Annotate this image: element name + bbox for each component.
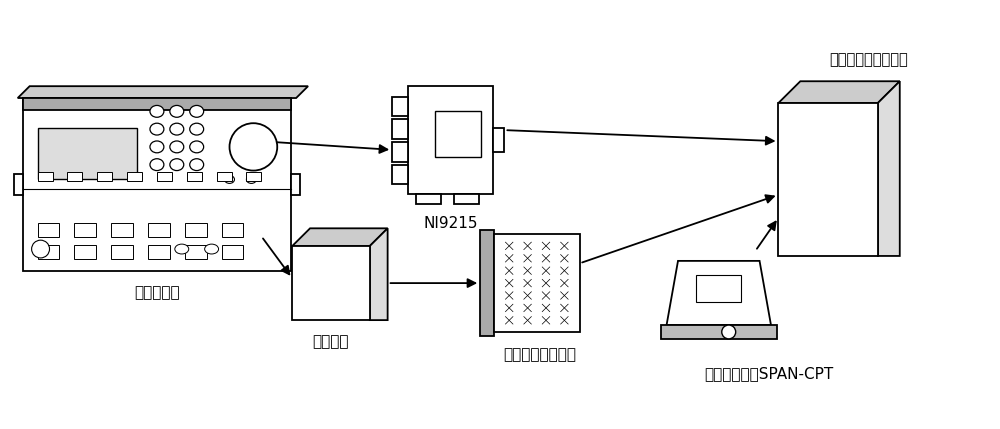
Polygon shape xyxy=(370,228,388,320)
FancyBboxPatch shape xyxy=(480,230,494,336)
FancyBboxPatch shape xyxy=(454,194,479,204)
FancyBboxPatch shape xyxy=(217,172,232,181)
FancyBboxPatch shape xyxy=(185,224,207,237)
FancyBboxPatch shape xyxy=(246,172,261,181)
FancyBboxPatch shape xyxy=(291,174,300,195)
Ellipse shape xyxy=(190,106,204,117)
Ellipse shape xyxy=(150,123,164,135)
FancyBboxPatch shape xyxy=(157,172,172,181)
FancyBboxPatch shape xyxy=(127,172,142,181)
FancyBboxPatch shape xyxy=(38,224,59,237)
FancyBboxPatch shape xyxy=(111,245,133,259)
Ellipse shape xyxy=(175,244,189,254)
FancyBboxPatch shape xyxy=(148,224,170,237)
Polygon shape xyxy=(878,81,900,256)
Ellipse shape xyxy=(170,159,184,171)
FancyBboxPatch shape xyxy=(14,174,23,195)
Ellipse shape xyxy=(190,123,204,135)
Polygon shape xyxy=(778,81,900,103)
FancyBboxPatch shape xyxy=(111,224,133,237)
FancyBboxPatch shape xyxy=(416,194,441,204)
Ellipse shape xyxy=(205,244,219,254)
Ellipse shape xyxy=(190,141,204,153)
FancyBboxPatch shape xyxy=(493,128,504,152)
Ellipse shape xyxy=(170,141,184,153)
FancyBboxPatch shape xyxy=(97,172,112,181)
Polygon shape xyxy=(292,228,388,246)
Ellipse shape xyxy=(170,123,184,135)
FancyBboxPatch shape xyxy=(222,224,243,237)
FancyBboxPatch shape xyxy=(38,245,59,259)
FancyBboxPatch shape xyxy=(778,103,878,256)
Ellipse shape xyxy=(225,175,234,184)
Polygon shape xyxy=(667,261,771,325)
FancyBboxPatch shape xyxy=(696,275,741,302)
FancyBboxPatch shape xyxy=(494,234,580,332)
FancyBboxPatch shape xyxy=(392,97,408,116)
Circle shape xyxy=(230,123,277,171)
FancyBboxPatch shape xyxy=(392,119,408,139)
FancyBboxPatch shape xyxy=(222,245,243,259)
FancyBboxPatch shape xyxy=(408,86,493,194)
FancyBboxPatch shape xyxy=(392,142,408,162)
Polygon shape xyxy=(18,86,308,98)
FancyBboxPatch shape xyxy=(74,224,96,237)
FancyBboxPatch shape xyxy=(187,172,202,181)
FancyBboxPatch shape xyxy=(67,172,82,181)
FancyBboxPatch shape xyxy=(661,325,777,339)
Ellipse shape xyxy=(170,106,184,117)
FancyBboxPatch shape xyxy=(185,245,207,259)
Ellipse shape xyxy=(246,175,256,184)
FancyBboxPatch shape xyxy=(435,111,481,157)
Ellipse shape xyxy=(150,141,164,153)
FancyBboxPatch shape xyxy=(23,98,291,271)
Text: NI9215: NI9215 xyxy=(423,216,478,231)
Ellipse shape xyxy=(150,106,164,117)
Text: 信号发生器: 信号发生器 xyxy=(134,285,180,300)
Text: 惯性导航系统SPAN-CPT: 惯性导航系统SPAN-CPT xyxy=(704,366,833,381)
FancyBboxPatch shape xyxy=(148,245,170,259)
FancyBboxPatch shape xyxy=(38,128,137,179)
Ellipse shape xyxy=(190,159,204,171)
FancyBboxPatch shape xyxy=(74,245,96,259)
Text: 读出电路: 读出电路 xyxy=(313,334,349,349)
Circle shape xyxy=(32,240,50,258)
Circle shape xyxy=(722,325,736,339)
FancyBboxPatch shape xyxy=(38,172,53,181)
FancyBboxPatch shape xyxy=(392,165,408,184)
FancyBboxPatch shape xyxy=(292,246,370,320)
Text: 第一数据采集板卡: 第一数据采集板卡 xyxy=(503,347,576,362)
Text: 数据采集与控制系统: 数据采集与控制系统 xyxy=(830,52,908,67)
FancyBboxPatch shape xyxy=(23,98,291,110)
Ellipse shape xyxy=(150,159,164,171)
